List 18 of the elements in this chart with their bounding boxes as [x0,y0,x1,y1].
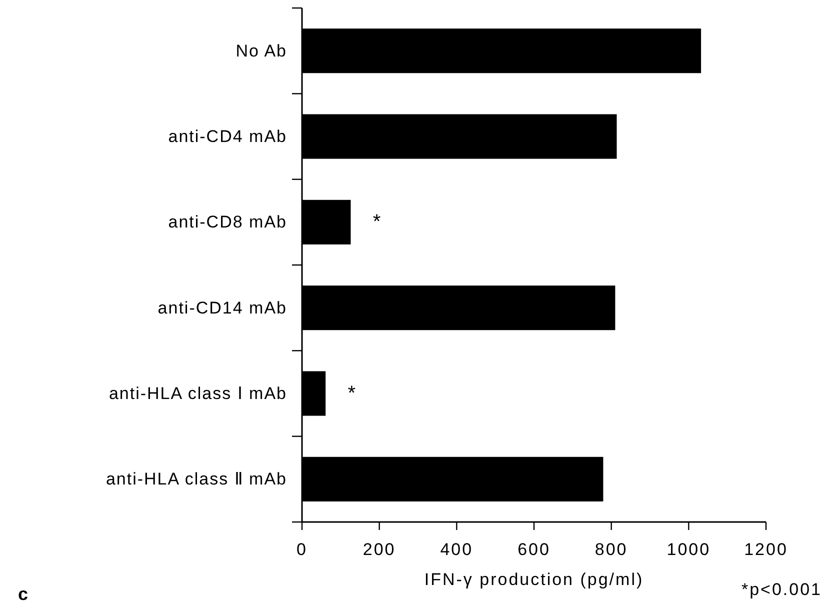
y-tick-label: anti-HLA class Ⅰ mAb [108,384,287,403]
y-tick-label: anti-CD4 mAb [168,127,287,146]
text: c [18,584,28,604]
annotation: * [348,382,356,404]
y-tick-label: anti-CD14 mAb [158,298,287,318]
x-tick-label: 0 [296,540,308,559]
x-tick-label: 400 [440,540,474,559]
y-tick-label: anti-HLA class Ⅱ mAb [106,470,287,489]
annotation: * [372,211,381,234]
x-tick-label: 600 [518,540,550,559]
y-tick-label: No Ab [236,41,287,60]
x-tick-label: 1000 [666,540,711,559]
x-axis-title: IFN-γ production (pg/ml) [424,570,644,589]
x-tick-label: 200 [362,540,396,559]
x-tick-label: 800 [594,540,628,559]
y-tick-label: anti-CD8 mAb [168,212,287,232]
x-tick-label: 1200 [744,540,788,559]
text: *p<0.001 [741,580,822,599]
